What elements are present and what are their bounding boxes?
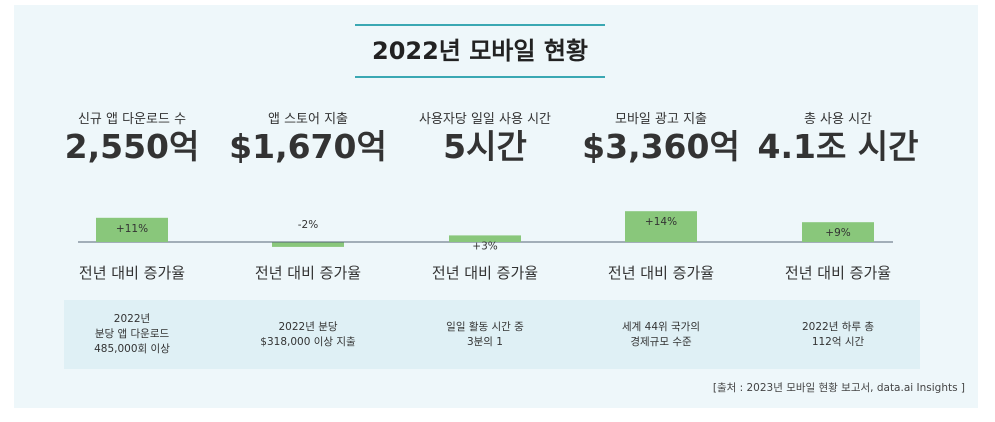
metric-label-ad-spend: 모바일 광고 지출 [615, 112, 707, 127]
info-store-spend: 2022년 분당 $318,000 이상 지출 [260, 320, 356, 348]
growth-label-total-time: 전년 대비 증가율 [784, 264, 892, 282]
metric-value-downloads: 2,550억 [64, 127, 200, 166]
info-downloads: 2022년 분당 앱 다운로드 485,000회 이상 [94, 313, 170, 355]
growth-bar [625, 211, 697, 242]
growth-bar [96, 217, 168, 242]
info-daily-time: 일일 활동 시간 중 3분의 1 [446, 320, 524, 348]
metric-value-store-spend: $1,670억 [229, 127, 387, 166]
metric-label-downloads: 신규 앱 다운로드 수 [77, 112, 187, 127]
metric-value-daily-time: 5시간 [443, 127, 527, 166]
growth-value-label: -2% [298, 219, 318, 231]
metric-value-total-time: 4.1조 시간 [757, 127, 919, 166]
source-citation: [출처 : 2023년 모바일 현황 보고서, data.ai Insights… [712, 382, 965, 394]
growth-bar-chart: +11% -2% +3% +14% +9% [78, 211, 893, 252]
growth-label-downloads: 전년 대비 증가율 [78, 264, 186, 282]
growth-value-label: +14% [645, 216, 677, 228]
metric-value-ad-spend: $3,360억 [582, 127, 740, 166]
growth-label-daily-time: 전년 대비 증가율 [431, 264, 539, 282]
growth-bar [272, 242, 344, 247]
info-strip [64, 300, 920, 369]
metric-label-daily-time: 사용자당 일일 사용 시간 [419, 112, 551, 127]
metric-label-total-time: 총 사용 시간 [803, 112, 873, 127]
growth-value-label: +9% [825, 227, 850, 239]
growth-bar [802, 222, 874, 242]
growth-label-ad-spend: 전년 대비 증가율 [607, 264, 715, 282]
info-ad-spend: 세계 44위 국가의 경제규모 수준 [622, 320, 700, 348]
info-total-time: 2022년 하루 총 112억 시간 [801, 320, 875, 348]
growth-bar [449, 235, 521, 242]
metric-label-store-spend: 앱 스토어 지출 [267, 112, 349, 127]
page-title: 2022년 모바일 현황 [355, 24, 605, 78]
growth-value-label: +3% [472, 240, 497, 252]
growth-value-label: +11% [116, 223, 148, 235]
growth-label-store-spend: 전년 대비 증가율 [254, 264, 362, 282]
